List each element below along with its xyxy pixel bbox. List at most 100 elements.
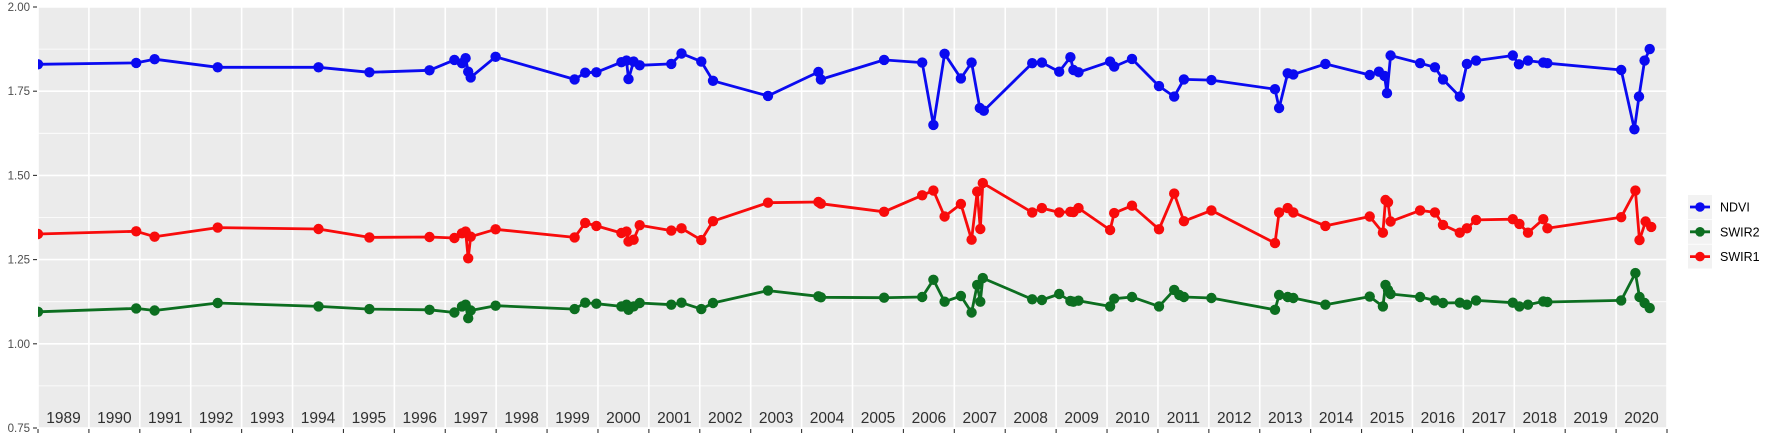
data-point-SWIR1 [1382,197,1394,208]
y-axis-label: 1.50 [8,170,30,182]
data-point-SWIR2 [696,303,707,315]
data-point-SWIR1 [1538,214,1549,225]
data-point-SWIR2 [1206,292,1217,304]
data-point-SWIR2 [1054,288,1065,300]
data-point-SWIR1 [1273,207,1285,218]
data-point-SWIR1 [1461,223,1473,234]
data-point-NDVI [131,57,142,69]
data-point-SWIR2 [1437,297,1449,309]
legend-key-point-icon [1695,251,1705,262]
data-point-SWIR1 [149,231,160,242]
data-point-NDVI [1273,102,1285,114]
data-point-NDVI [212,62,223,73]
x-axis-label: 2009 [1064,410,1098,427]
data-point-SWIR1 [1169,188,1180,199]
data-point-SWIR1 [364,232,375,243]
data-point-SWIR1 [313,223,324,235]
data-point-SWIR1 [463,253,474,264]
legend-item-NDVI: NDVI [1688,195,1750,219]
y-axis-label: 1.00 [8,339,30,351]
data-point-SWIR2 [1616,295,1627,306]
x-axis-label: 1990 [97,410,132,427]
data-point-SWIR2 [815,292,827,303]
data-point-SWIR1 [707,216,719,227]
data-point-SWIR2 [1104,301,1116,312]
data-point-SWIR2 [1385,288,1396,300]
data-point-SWIR1 [38,228,44,240]
data-point-SWIR1 [1288,207,1299,218]
data-point-SWIR2 [676,297,687,308]
x-axis-label: 2019 [1573,410,1607,427]
data-point-SWIR1 [1178,216,1190,227]
series-layer [38,43,1657,324]
data-point-NDVI [1633,91,1645,102]
data-point-SWIR1 [449,232,460,244]
data-point-NDVI [1414,58,1426,69]
legend-item-SWIR2: SWIR2 [1688,219,1760,244]
data-point-NDVI [591,67,602,78]
data-point-SWIR2 [1644,302,1655,314]
x-axis-label: 2010 [1115,410,1150,427]
legend-label: NDVI [1720,201,1750,215]
data-point-NDVI [966,57,977,68]
data-point-NDVI [364,67,375,78]
legend-key-point-icon [1695,202,1705,212]
data-point-NDVI [1629,124,1640,135]
data-point-SWIR2 [313,301,324,312]
data-point-SWIR2 [1377,301,1389,312]
data-point-SWIR2 [1073,295,1084,306]
data-point-NDVI [1542,58,1553,69]
data-point-SWIR2 [1522,299,1534,310]
x-axis-label: 1995 [352,410,386,427]
data-point-SWIR1 [1514,218,1525,230]
data-point-SWIR2 [707,297,719,309]
data-point-SWIR2 [212,297,223,309]
data-point-SWIR2 [966,307,977,318]
data-point-NDVI [1054,66,1065,77]
data-point-NDVI [815,74,827,85]
data-point-SWIR1 [465,231,476,242]
data-point-SWIR1 [1414,205,1426,216]
data-point-NDVI [1381,88,1393,99]
data-point-NDVI [1379,70,1390,82]
data-point-SWIR2 [762,285,774,296]
data-point-SWIR1 [1206,205,1217,216]
x-axis-label: 2006 [912,410,946,427]
data-point-SWIR1 [1036,202,1048,214]
data-point-NDVI [1073,67,1084,78]
data-point-NDVI [762,90,774,102]
data-point-SWIR1 [1377,227,1389,238]
data-point-SWIR1 [815,198,827,209]
data-point-SWIR1 [424,231,435,243]
data-point-NDVI [978,105,989,116]
data-point-NDVI [676,48,687,59]
x-axis-label: 1998 [504,410,538,427]
data-point-SWIR2 [1461,299,1473,310]
data-point-NDVI [1513,59,1525,70]
data-point-SWIR2 [1364,291,1375,302]
y-axis-label: 0.75 [8,423,30,435]
data-point-NDVI [955,73,967,84]
data-point-NDVI [580,67,591,78]
data-point-SWIR1 [676,223,687,234]
data-point-SWIR2 [1288,292,1299,304]
x-axis-label: 2016 [1421,410,1455,427]
data-point-SWIR1 [1470,214,1482,226]
data-point-SWIR2 [1514,301,1525,312]
data-point-NDVI [1206,74,1217,86]
data-point-NDVI [928,119,939,131]
data-point-SWIR2 [131,303,142,314]
x-axis-label: 1999 [555,410,589,427]
data-point-SWIR1 [1646,221,1657,233]
x-axis-label: 2012 [1217,410,1251,427]
data-point-NDVI [465,72,476,83]
y-axis-label: 2.00 [8,2,30,14]
data-point-SWIR2 [569,303,580,315]
data-point-SWIR2 [1273,289,1285,301]
x-axis-label: 2018 [1522,410,1556,427]
data-point-SWIR1 [966,234,977,245]
data-point-SWIR2 [955,290,967,302]
data-point-SWIR1 [1126,200,1138,211]
x-axis-label: 2013 [1268,410,1302,427]
